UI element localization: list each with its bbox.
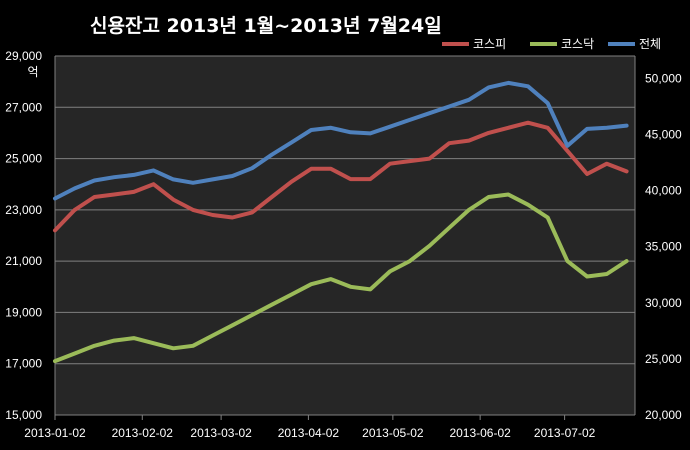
left-axis: 15,000 17,000 19,000 21,000 23,000 25,000 27,0…	[5, 49, 42, 422]
legend-label: 코스닥	[561, 37, 594, 51]
x-tick-label: 2013-02-02	[112, 426, 174, 440]
series-line-전체	[53, 80, 629, 201]
x-axis: 2013-01-02 2013-02-02 2013-03-02 2013-04-02…	[24, 415, 596, 440]
legend-label: 전체	[639, 37, 661, 51]
x-tick-label: 2013-01-02	[24, 426, 86, 440]
legend: 코스피 코스닥 전체	[442, 37, 661, 51]
left-tick-label: 23,000	[5, 203, 42, 217]
right-axis: 20,000 25,000 30,000 35,000 40,000 45,000 50,0…	[645, 71, 682, 422]
legend-label: 코스피	[473, 37, 506, 51]
x-tick-label: 2013-06-02	[449, 426, 511, 440]
left-tick-label: 25,000	[5, 152, 42, 166]
left-tick-label: 19,000	[5, 305, 42, 319]
left-tick-label: 27,000	[5, 100, 42, 114]
right-tick-label: 30,000	[645, 296, 682, 310]
series-line-코스피	[53, 120, 629, 233]
right-tick-label: 40,000	[645, 184, 682, 198]
right-tick-label: 45,000	[645, 128, 682, 142]
series-line-코스닥	[53, 192, 629, 364]
grid	[54, 55, 636, 416]
chart-title: 신용잔고 2013년 1월~2013년 7월24일	[90, 15, 442, 37]
right-tick-label: 35,000	[645, 240, 682, 254]
plot-area	[55, 56, 635, 415]
x-tick-label: 2013-05-02	[362, 426, 424, 440]
x-tick-label: 2013-03-02	[190, 426, 252, 440]
left-axis-unit: 억	[27, 65, 38, 79]
right-tick-label: 20,000	[645, 408, 682, 422]
right-tick-label: 50,000	[645, 71, 682, 85]
series-lines	[53, 80, 629, 364]
left-tick-label: 17,000	[5, 357, 42, 371]
x-tick-label: 2013-07-02	[534, 426, 596, 440]
left-tick-label: 15,000	[5, 408, 42, 422]
x-tick-label: 2013-04-02	[278, 426, 340, 440]
left-tick-label: 29,000	[5, 49, 42, 63]
right-tick-label: 25,000	[645, 352, 682, 366]
left-tick-label: 21,000	[5, 254, 42, 268]
